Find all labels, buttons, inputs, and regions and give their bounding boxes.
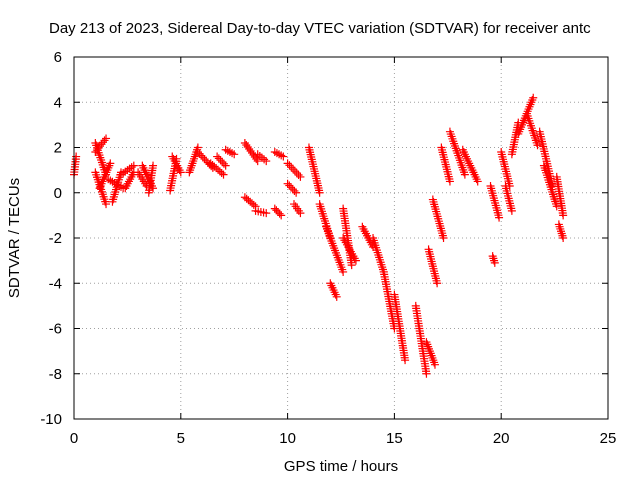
data-point-plus-icon <box>253 157 262 166</box>
x-axis-label: GPS time / hours <box>284 458 398 475</box>
data-point-plus-icon <box>176 168 185 177</box>
data-point-plus-icon <box>245 145 254 154</box>
data-point-plus-icon <box>106 159 115 168</box>
data-point-plus-icon <box>285 161 294 170</box>
data-point-plus-icon <box>243 142 252 151</box>
data-point-plus-icon <box>315 188 324 197</box>
data-point-plus-icon <box>197 151 206 160</box>
data-point-plus-icon <box>91 148 100 157</box>
data-point-plus-icon <box>240 138 249 147</box>
y-tick-label: -2 <box>49 230 62 247</box>
data-point-plus-icon <box>195 149 204 158</box>
data-point-plus-icon <box>533 141 542 150</box>
data-point-plus-icon <box>296 209 305 218</box>
data-point-plus-icon <box>473 177 482 186</box>
y-tick-label: 6 <box>54 49 62 66</box>
y-tick-label: -4 <box>49 275 62 292</box>
data-point-plus-icon <box>248 149 256 158</box>
data-point-plus-icon <box>529 93 538 102</box>
data-point-plus-icon <box>149 161 158 170</box>
y-tick-label: -10 <box>40 411 62 428</box>
data-point-plus-icon <box>262 209 271 218</box>
data-point-plus-icon <box>289 165 298 174</box>
data-point-plus-icon <box>290 186 299 195</box>
data-point-plus-icon <box>290 167 299 176</box>
data-point-plus-icon <box>287 183 296 192</box>
data-point-plus-icon <box>288 185 297 194</box>
data-point-plus-icon <box>217 169 226 178</box>
x-tick-label: 20 <box>493 430 510 447</box>
data-point-plus-icon <box>249 151 258 160</box>
y-tick-label: 0 <box>54 185 62 202</box>
data-point-plus-icon <box>433 279 442 288</box>
data-point-plus-icon <box>283 179 292 188</box>
grid <box>74 57 608 419</box>
data-point-plus-icon <box>129 161 138 170</box>
data-point-plus-icon <box>439 234 448 242</box>
data-point-plus-icon <box>202 156 211 165</box>
axis-ticks: 0 5 10 15 20 25 -10 -8 -6 -4 -2 0 2 4 6 <box>40 49 616 447</box>
data-point-plus-icon <box>422 369 431 378</box>
data-point-plus-icon <box>262 157 271 166</box>
data-point-plus-icon <box>213 152 222 161</box>
data-point-plus-icon <box>559 234 568 242</box>
data-point-plus-icon <box>559 211 568 220</box>
data-point-plus-icon <box>277 211 286 220</box>
data-point-plus-icon <box>242 140 251 149</box>
data-point-plus-icon <box>460 170 469 179</box>
data-point-plus-icon <box>490 258 499 267</box>
x-tick-label: 25 <box>600 430 617 447</box>
data-point-plus-icon <box>214 154 223 163</box>
data-point-plus-icon <box>279 152 288 161</box>
data-point-plus-icon <box>92 146 101 155</box>
data-point-plus-icon <box>287 163 296 172</box>
data-points <box>70 93 568 378</box>
data-point-plus-icon <box>347 261 356 270</box>
chart-title: Day 213 of 2023, Sidereal Day-to-day VTE… <box>49 20 591 37</box>
data-point-plus-icon <box>285 181 294 190</box>
data-point-plus-icon <box>275 209 284 218</box>
y-tick-label: 4 <box>54 94 62 111</box>
x-tick-label: 5 <box>177 430 185 447</box>
data-point-plus-icon <box>292 169 301 178</box>
y-tick-label: -8 <box>49 366 62 383</box>
data-point-plus-icon <box>216 156 225 165</box>
y-tick-label: 2 <box>54 140 62 157</box>
y-tick-label: -6 <box>49 321 62 338</box>
data-point-plus-icon <box>495 213 504 222</box>
data-point-plus-icon <box>102 200 111 209</box>
x-tick-label: 15 <box>386 430 403 447</box>
data-point-plus-icon <box>249 200 258 209</box>
data-point-plus-icon <box>246 147 255 156</box>
x-tick-label: 0 <box>70 430 78 447</box>
data-point-plus-icon <box>294 170 303 179</box>
data-point-plus-icon <box>401 356 410 365</box>
data-point-plus-icon <box>430 360 439 369</box>
data-point-plus-icon <box>219 159 228 168</box>
data-point-plus-icon <box>200 155 209 164</box>
data-point-plus-icon <box>283 159 292 168</box>
data-point-plus-icon <box>218 157 227 166</box>
data-point-plus-icon <box>507 206 516 215</box>
data-point-plus-icon <box>292 188 301 197</box>
data-point-plus-icon <box>230 150 239 159</box>
data-point-plus-icon <box>221 161 230 170</box>
data-point-plus-icon <box>193 148 202 157</box>
data-point-plus-icon <box>445 177 454 186</box>
data-point-plus-icon <box>296 172 305 181</box>
data-point-plus-icon <box>332 292 341 301</box>
data-point-plus-icon <box>339 267 348 276</box>
data-point-plus-icon <box>219 170 228 179</box>
data-point-plus-icon <box>351 256 360 265</box>
data-point-plus-icon <box>198 153 207 162</box>
x-tick-label: 10 <box>279 430 296 447</box>
y-axis-label: SDTVAR / TECUs <box>6 178 23 298</box>
data-point-plus-icon <box>72 152 81 161</box>
